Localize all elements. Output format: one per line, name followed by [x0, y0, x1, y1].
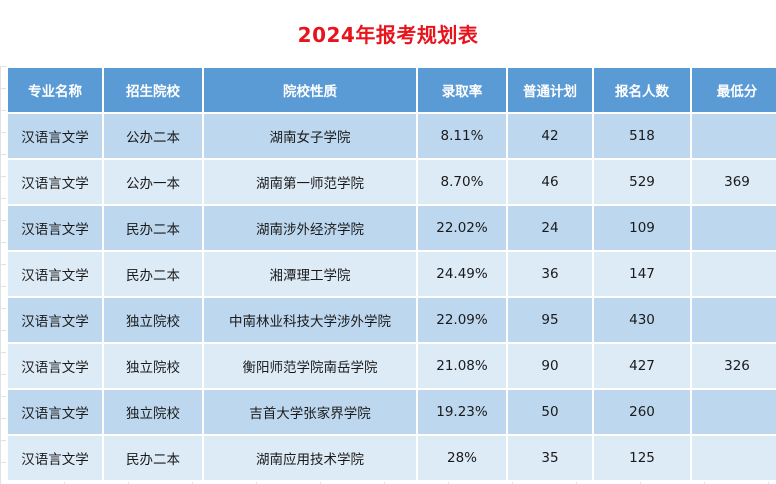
table-row: 汉语言文学 公办一本 湖南第一师范学院 8.70% 46 529 369: [6, 158, 776, 206]
cell-applicants[interactable]: 147: [592, 250, 692, 298]
cell-admission-rate[interactable]: 24.49%: [416, 250, 508, 298]
cell-min-score[interactable]: [690, 388, 776, 436]
header-school-name[interactable]: 院校性质: [202, 66, 418, 114]
cell-plan[interactable]: 95: [506, 296, 594, 344]
cell-applicants[interactable]: 125: [592, 434, 692, 482]
cell-plan[interactable]: 90: [506, 342, 594, 390]
cell-major[interactable]: 汉语言文学: [6, 112, 104, 160]
cell-applicants[interactable]: 430: [592, 296, 692, 344]
header-major[interactable]: 专业名称: [6, 66, 104, 114]
cell-major[interactable]: 汉语言文学: [6, 158, 104, 206]
cell-admission-rate[interactable]: 8.11%: [416, 112, 508, 160]
table-row: 汉语言文学 公办二本 湖南女子学院 8.11% 42 518: [6, 112, 776, 160]
table-row: 汉语言文学 民办二本 湘潭理工学院 24.49% 36 147: [6, 250, 776, 298]
cell-school-type[interactable]: 民办二本: [102, 434, 204, 482]
cell-school-name[interactable]: 湖南第一师范学院: [202, 158, 418, 206]
cell-min-score[interactable]: [690, 296, 776, 344]
cell-school-type[interactable]: 民办二本: [102, 204, 204, 252]
table-row: 汉语言文学 独立院校 吉首大学张家界学院 19.23% 50 260: [6, 388, 776, 436]
header-row: 专业名称 招生院校 院校性质 录取率 普通计划 报名人数 最低分: [6, 66, 776, 114]
cell-school-name[interactable]: 湖南女子学院: [202, 112, 418, 160]
cell-min-score[interactable]: 369: [690, 158, 776, 206]
cell-school-name[interactable]: 湖南应用技术学院: [202, 434, 418, 482]
cell-major[interactable]: 汉语言文学: [6, 388, 104, 436]
cell-applicants[interactable]: 427: [592, 342, 692, 390]
cell-school-name[interactable]: 湖南涉外经济学院: [202, 204, 418, 252]
table-row: 汉语言文学 独立院校 衡阳师范学院南岳学院 21.08% 90 427 326: [6, 342, 776, 390]
cell-min-score[interactable]: [690, 434, 776, 482]
cell-major[interactable]: 汉语言文学: [6, 434, 104, 482]
cell-major[interactable]: 汉语言文学: [6, 250, 104, 298]
cell-plan[interactable]: 35: [506, 434, 594, 482]
cell-admission-rate[interactable]: 28%: [416, 434, 508, 482]
cell-major[interactable]: 汉语言文学: [6, 204, 104, 252]
cell-min-score[interactable]: [690, 250, 776, 298]
cell-min-score[interactable]: [690, 204, 776, 252]
cell-applicants[interactable]: 260: [592, 388, 692, 436]
cell-plan[interactable]: 42: [506, 112, 594, 160]
cell-applicants[interactable]: 109: [592, 204, 692, 252]
cell-admission-rate[interactable]: 22.02%: [416, 204, 508, 252]
planning-table: 专业名称 招生院校 院校性质 录取率 普通计划 报名人数 最低分 汉语言文学 公办…: [6, 66, 776, 482]
cell-school-type[interactable]: 民办二本: [102, 250, 204, 298]
cell-school-name[interactable]: 吉首大学张家界学院: [202, 388, 418, 436]
header-plan[interactable]: 普通计划: [506, 66, 594, 114]
cell-school-name[interactable]: 湘潭理工学院: [202, 250, 418, 298]
header-school-type[interactable]: 招生院校: [102, 66, 204, 114]
cell-major[interactable]: 汉语言文学: [6, 342, 104, 390]
cell-plan[interactable]: 46: [506, 158, 594, 206]
cell-applicants[interactable]: 529: [592, 158, 692, 206]
cell-school-type[interactable]: 独立院校: [102, 388, 204, 436]
cell-school-type[interactable]: 独立院校: [102, 342, 204, 390]
cell-plan[interactable]: 24: [506, 204, 594, 252]
table-row: 汉语言文学 民办二本 湖南应用技术学院 28% 35 125: [6, 434, 776, 482]
cell-school-type[interactable]: 公办二本: [102, 112, 204, 160]
header-min-score[interactable]: 最低分: [690, 66, 776, 114]
cell-admission-rate[interactable]: 22.09%: [416, 296, 508, 344]
cell-admission-rate[interactable]: 8.70%: [416, 158, 508, 206]
cell-school-type[interactable]: 公办一本: [102, 158, 204, 206]
table-title: 2024年报考规划表: [297, 22, 479, 47]
cell-admission-rate[interactable]: 21.08%: [416, 342, 508, 390]
cell-major[interactable]: 汉语言文学: [6, 296, 104, 344]
cell-plan[interactable]: 50: [506, 388, 594, 436]
table-row: 汉语言文学 独立院校 中南林业科技大学涉外学院 22.09% 95 430: [6, 296, 776, 344]
cell-admission-rate[interactable]: 19.23%: [416, 388, 508, 436]
cell-plan[interactable]: 36: [506, 250, 594, 298]
header-admission-rate[interactable]: 录取率: [416, 66, 508, 114]
cell-min-score[interactable]: [690, 112, 776, 160]
cell-min-score[interactable]: 326: [690, 342, 776, 390]
title-row: 2024年报考规划表: [0, 0, 776, 66]
header-applicants[interactable]: 报名人数: [592, 66, 692, 114]
cell-school-type[interactable]: 独立院校: [102, 296, 204, 344]
cell-school-name[interactable]: 中南林业科技大学涉外学院: [202, 296, 418, 344]
table-row: 汉语言文学 民办二本 湖南涉外经济学院 22.02% 24 109: [6, 204, 776, 252]
cell-school-name[interactable]: 衡阳师范学院南岳学院: [202, 342, 418, 390]
cell-applicants[interactable]: 518: [592, 112, 692, 160]
